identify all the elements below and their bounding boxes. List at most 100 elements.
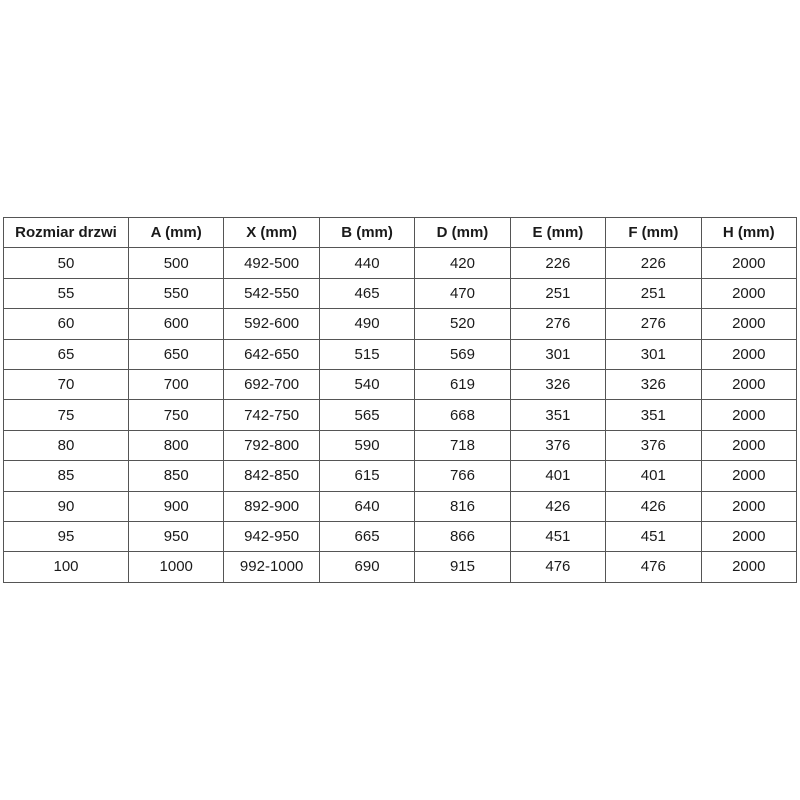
table-cell: 2000 xyxy=(700,338,798,370)
table-cell: 376 xyxy=(509,429,607,462)
table-header-row: Rozmiar drzwi A (mm) X (mm) B (mm) D (mm) E (… xyxy=(3,216,798,249)
column-header: A (mm) xyxy=(127,216,225,249)
table-cell: 692-700 xyxy=(223,368,320,401)
table-cell: 642-650 xyxy=(223,338,320,370)
table-row: 90 900 892-900 640 816 426 426 2000 xyxy=(3,490,798,522)
row-size-cell: 65 xyxy=(3,338,129,370)
column-header: D (mm) xyxy=(414,216,511,249)
column-header: E (mm) xyxy=(509,216,607,249)
row-size-cell: 100 xyxy=(3,551,129,583)
row-size-cell: 70 xyxy=(3,368,129,401)
table-cell: 451 xyxy=(509,520,607,553)
table-cell: 440 xyxy=(318,247,416,279)
table-cell: 476 xyxy=(605,551,702,583)
table-body: 50 500 492-500 440 420 226 226 2000 55 550 542-550… xyxy=(3,247,798,583)
table-cell: 426 xyxy=(605,490,702,522)
table-cell: 376 xyxy=(605,429,702,462)
table-cell: 792-800 xyxy=(223,429,320,462)
table-cell: 742-750 xyxy=(223,399,320,431)
table-cell: 850 xyxy=(127,460,225,492)
table-cell: 542-550 xyxy=(223,277,320,310)
table-cell: 550 xyxy=(127,277,225,310)
table-cell: 465 xyxy=(318,277,416,310)
table-cell: 2000 xyxy=(700,460,798,492)
table-cell: 401 xyxy=(509,460,607,492)
table-cell: 276 xyxy=(509,308,607,340)
table-cell: 470 xyxy=(414,277,511,310)
table-cell: 426 xyxy=(509,490,607,522)
table-cell: 2000 xyxy=(700,520,798,553)
table-cell: 476 xyxy=(509,551,607,583)
table-cell: 2000 xyxy=(700,490,798,522)
row-size-cell: 75 xyxy=(3,399,129,431)
door-size-table: Rozmiar drzwi A (mm) X (mm) B (mm) D (mm) E (… xyxy=(3,216,798,583)
row-size-cell: 90 xyxy=(3,490,129,522)
table-cell: 2000 xyxy=(700,429,798,462)
table-cell: 892-900 xyxy=(223,490,320,522)
table-cell: 2000 xyxy=(700,247,798,279)
table-cell: 490 xyxy=(318,308,416,340)
table-row: 50 500 492-500 440 420 226 226 2000 xyxy=(3,247,798,279)
table-cell: 600 xyxy=(127,308,225,340)
table-cell: 900 xyxy=(127,490,225,522)
table-cell: 700 xyxy=(127,368,225,401)
table-cell: 515 xyxy=(318,338,416,370)
row-size-cell: 85 xyxy=(3,460,129,492)
table-cell: 401 xyxy=(605,460,702,492)
table-cell: 766 xyxy=(414,460,511,492)
table-cell: 500 xyxy=(127,247,225,279)
column-header: H (mm) xyxy=(700,216,798,249)
row-size-cell: 60 xyxy=(3,308,129,340)
table-cell: 251 xyxy=(605,277,702,310)
table-cell: 650 xyxy=(127,338,225,370)
table-cell: 2000 xyxy=(700,308,798,340)
table-cell: 251 xyxy=(509,277,607,310)
column-header: F (mm) xyxy=(605,216,702,249)
table-row: 95 950 942-950 665 866 451 451 2000 xyxy=(3,520,798,553)
table-cell: 668 xyxy=(414,399,511,431)
table-cell: 226 xyxy=(605,247,702,279)
row-size-cell: 95 xyxy=(3,520,129,553)
table-cell: 942-950 xyxy=(223,520,320,553)
table-cell: 569 xyxy=(414,338,511,370)
table-cell: 950 xyxy=(127,520,225,553)
table-cell: 326 xyxy=(509,368,607,401)
table-cell: 842-850 xyxy=(223,460,320,492)
table-cell: 590 xyxy=(318,429,416,462)
table-cell: 915 xyxy=(414,551,511,583)
column-header: Rozmiar drzwi xyxy=(3,216,129,249)
table-cell: 492-500 xyxy=(223,247,320,279)
table-cell: 592-600 xyxy=(223,308,320,340)
table-cell: 520 xyxy=(414,308,511,340)
table-row: 55 550 542-550 465 470 251 251 2000 xyxy=(3,277,798,310)
table-cell: 1000 xyxy=(127,551,225,583)
table-cell: 690 xyxy=(318,551,416,583)
table-cell: 619 xyxy=(414,368,511,401)
table-cell: 665 xyxy=(318,520,416,553)
table-cell: 451 xyxy=(605,520,702,553)
table-row: 65 650 642-650 515 569 301 301 2000 xyxy=(3,338,798,370)
table-row: 80 800 792-800 590 718 376 376 2000 xyxy=(3,429,798,462)
column-header: B (mm) xyxy=(318,216,416,249)
table-cell: 2000 xyxy=(700,368,798,401)
table-cell: 640 xyxy=(318,490,416,522)
table-cell: 718 xyxy=(414,429,511,462)
table-cell: 540 xyxy=(318,368,416,401)
table-cell: 2000 xyxy=(700,277,798,310)
table-cell: 565 xyxy=(318,399,416,431)
table-row: 75 750 742-750 565 668 351 351 2000 xyxy=(3,399,798,431)
table-row: 60 600 592-600 490 520 276 276 2000 xyxy=(3,308,798,340)
table-cell: 615 xyxy=(318,460,416,492)
table-cell: 420 xyxy=(414,247,511,279)
table-cell: 866 xyxy=(414,520,511,553)
table-cell: 351 xyxy=(605,399,702,431)
table-row: 100 1000 992-1000 690 915 476 476 2000 xyxy=(3,551,798,583)
table-cell: 276 xyxy=(605,308,702,340)
table-row: 85 850 842-850 615 766 401 401 2000 xyxy=(3,460,798,492)
table-cell: 2000 xyxy=(700,551,798,583)
table-cell: 750 xyxy=(127,399,225,431)
table-cell: 992-1000 xyxy=(223,551,320,583)
table-cell: 351 xyxy=(509,399,607,431)
table-cell: 301 xyxy=(509,338,607,370)
table-cell: 816 xyxy=(414,490,511,522)
